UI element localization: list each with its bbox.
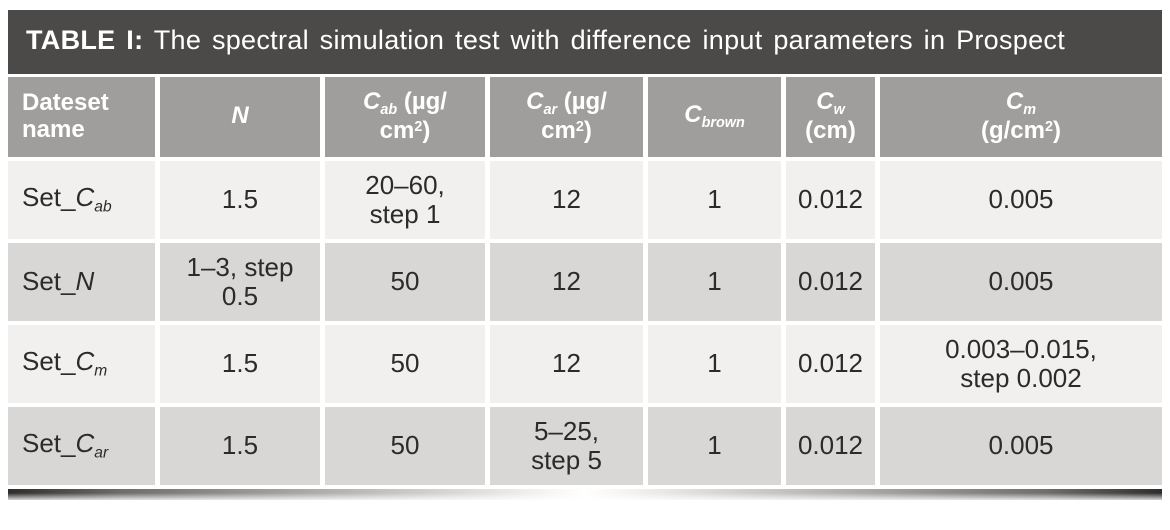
cell-n: 1.5 xyxy=(160,406,325,489)
cell-cm: 0.003–0.015, step 0.002 xyxy=(880,324,1162,407)
cell-dataset-name: Set_Cm xyxy=(8,324,160,407)
cell-cw: 0.012 xyxy=(786,242,880,325)
cell-cw: 0.012 xyxy=(786,406,880,489)
cell-cm: 0.005 xyxy=(880,242,1162,325)
table-title-text: The spectral simulation test with differ… xyxy=(153,25,1066,55)
cell-n: 1.5 xyxy=(160,160,325,243)
cell-dataset-name: Set_Car xyxy=(8,406,160,489)
cell-cbrown: 1 xyxy=(648,160,786,243)
cell-cab: 50 xyxy=(325,406,490,489)
column-header-car: Car (µg/cm2) xyxy=(490,76,648,161)
cell-cw: 0.012 xyxy=(786,324,880,407)
cell-car: 12 xyxy=(490,160,648,243)
cell-cm: 0.005 xyxy=(880,160,1162,243)
table-row: Set_N 1–3, step 0.5 50 12 1 0.012 0.005 xyxy=(8,242,1162,325)
table-bottom-shadow xyxy=(8,488,1162,500)
cell-dataset-name: Set_N xyxy=(8,242,160,325)
cell-car: 12 xyxy=(490,324,648,407)
table-row: Set_Cab 1.5 20–60, step 1 12 1 0.012 0.005 xyxy=(8,160,1162,243)
cell-car: 5–25, step 5 xyxy=(490,406,648,489)
column-header-cbrown: Cbrown xyxy=(648,76,786,161)
cell-cbrown: 1 xyxy=(648,406,786,489)
cell-cbrown: 1 xyxy=(648,242,786,325)
cell-car: 12 xyxy=(490,242,648,325)
cell-cab: 20–60, step 1 xyxy=(325,160,490,243)
table-title: TABLE I: The spectral simulation test wi… xyxy=(8,10,1162,74)
column-header-cm: Cm (g/cm2) xyxy=(880,76,1162,161)
cell-n: 1–3, step 0.5 xyxy=(160,242,325,325)
column-header-cab: Cab (µg/cm2) xyxy=(325,76,490,161)
cell-cm: 0.005 xyxy=(880,406,1162,489)
cell-cab: 50 xyxy=(325,324,490,407)
column-header-cw: Cw (cm) xyxy=(786,76,880,161)
cell-dataset-name: Set_Cab xyxy=(8,160,160,243)
cell-cbrown: 1 xyxy=(648,324,786,407)
cell-cab: 50 xyxy=(325,242,490,325)
parameters-table: Dateset name N Cab (µg/cm2) Car (µg/cm2) Cbro… xyxy=(8,76,1162,489)
cell-cw: 0.012 xyxy=(786,160,880,243)
table-row: Set_Car 1.5 50 5–25, step 5 1 0.012 0.005 xyxy=(8,406,1162,489)
table-row: Set_Cm 1.5 50 12 1 0.012 0.003–0.015, step 0.00… xyxy=(8,324,1162,407)
table-title-label: TABLE I: xyxy=(26,25,144,55)
cell-n: 1.5 xyxy=(160,324,325,407)
column-header-dataset-name: Dateset name xyxy=(8,76,160,161)
column-header-n: N xyxy=(160,76,325,161)
table-header-row: Dateset name N Cab (µg/cm2) Car (µg/cm2) Cbro… xyxy=(8,76,1162,161)
table-card: TABLE I: The spectral simulation test wi… xyxy=(8,10,1162,500)
